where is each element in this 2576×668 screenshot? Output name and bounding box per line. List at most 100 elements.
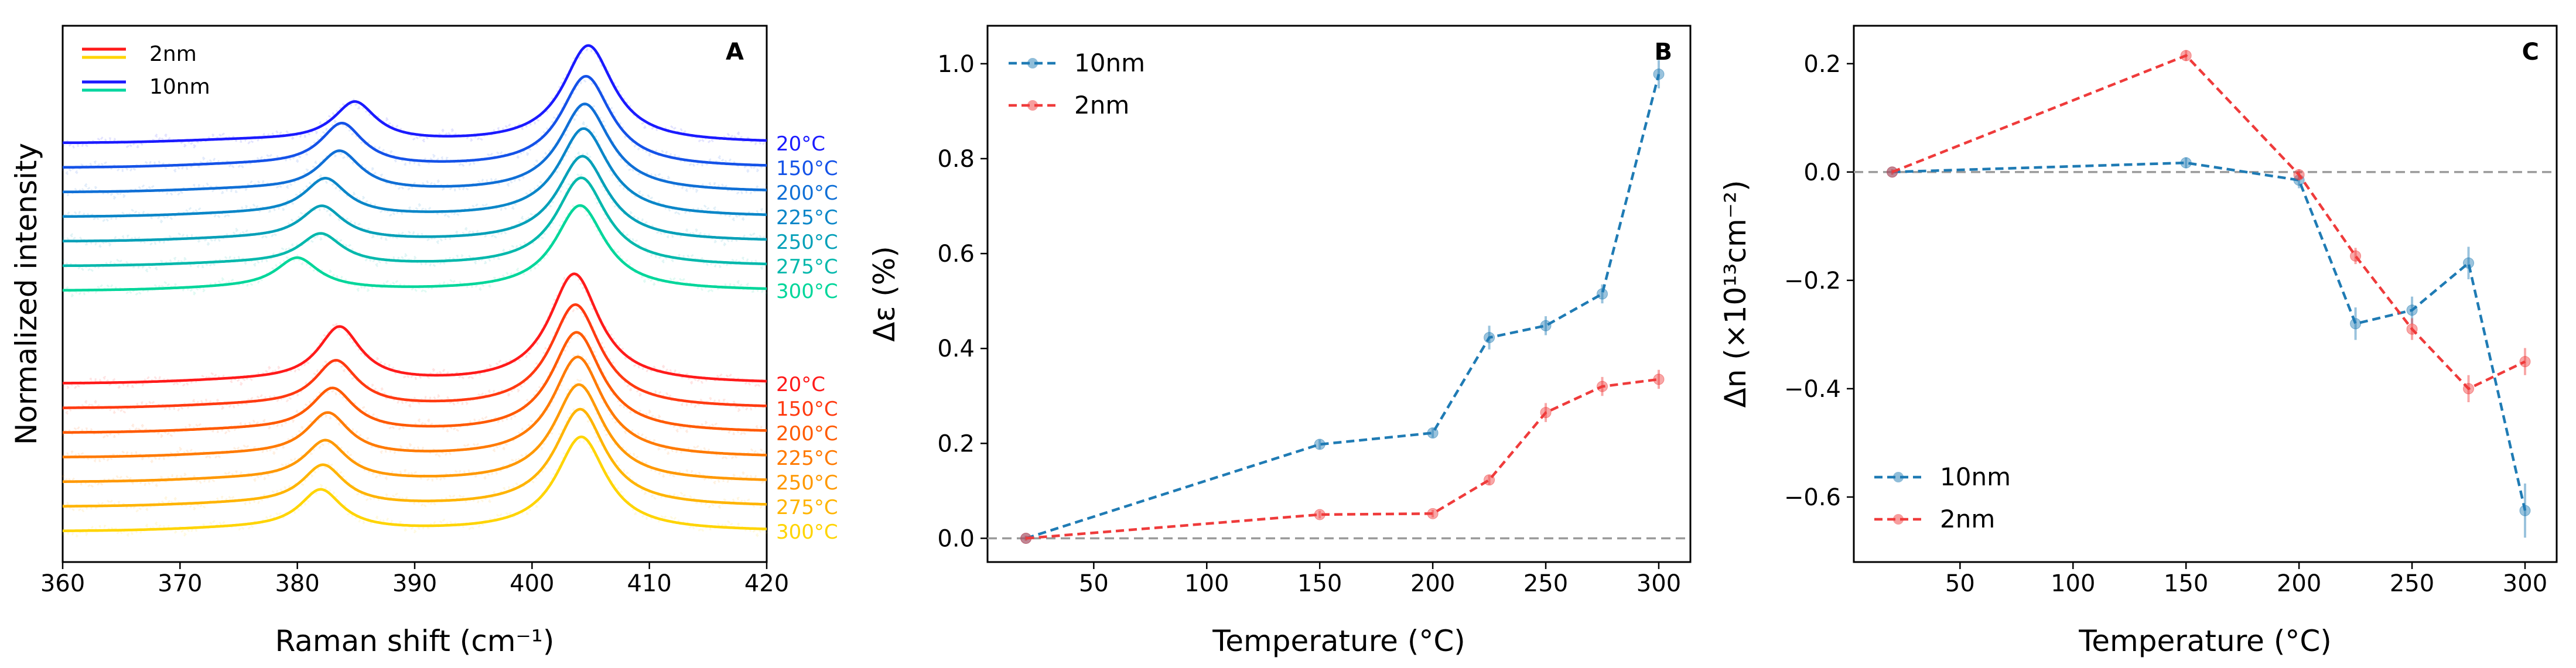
panel-b-xtick-label: 150 bbox=[1297, 570, 1342, 597]
panel-b-legend-label: 2nm bbox=[1074, 91, 1129, 119]
panel-b-data-point bbox=[1484, 474, 1495, 486]
panel-a-spectrum-line bbox=[63, 176, 767, 268]
panel-c-data-point bbox=[2406, 323, 2418, 335]
panel-a-curve-label: 275°C bbox=[776, 255, 838, 279]
panel-b-ytick-label: 0.8 bbox=[937, 146, 975, 173]
panel-c-xtick-label: 300 bbox=[2503, 570, 2547, 597]
panel-b-legend-label: 10nm bbox=[1074, 49, 1145, 77]
panel-a-xtick-label: 410 bbox=[627, 570, 671, 597]
panel-a-curve-label: 300°C bbox=[776, 280, 838, 303]
panel-a-xtick-label: 360 bbox=[40, 570, 85, 597]
panel-b-data-point bbox=[1597, 288, 1608, 300]
panel-a-xtick-label: 390 bbox=[392, 570, 437, 597]
panel-a-curve-label: 300°C bbox=[776, 520, 838, 544]
panel-b-data-point bbox=[1540, 320, 1552, 331]
panel-b-letter: B bbox=[1655, 39, 1673, 66]
panel-b-ylabel: Δε (%) bbox=[867, 246, 901, 342]
panel-b-series-line bbox=[1026, 378, 1659, 540]
panel-c-series-line bbox=[1892, 161, 2527, 511]
panel-b-xlabel: Temperature (°C) bbox=[1212, 624, 1465, 658]
panel-c-letter: C bbox=[2522, 39, 2539, 66]
panel-c-ytick-label: 0.0 bbox=[1803, 159, 1841, 186]
panel-a-axes-frame bbox=[62, 25, 768, 563]
panel-a-spectrum-line bbox=[63, 303, 767, 409]
panel-b-data-point bbox=[1314, 439, 1325, 450]
panel-a-spectrum-line bbox=[63, 74, 767, 169]
panel-a-spectrum-line bbox=[63, 127, 767, 218]
panel-b-xtick-label: 200 bbox=[1410, 570, 1455, 597]
panel-a-xtick-label: 400 bbox=[510, 570, 554, 597]
panel-c-ytick-label: −0.2 bbox=[1784, 268, 1841, 294]
panel-a-letter: A bbox=[726, 39, 744, 66]
panel-c-legend-label: 2nm bbox=[1940, 505, 1995, 533]
panel-a-curve-label: 20°C bbox=[776, 132, 825, 156]
panel-c-data-point bbox=[1887, 166, 1898, 178]
panel-c-data-point bbox=[2293, 169, 2305, 180]
panel-c-ylabel: Δn (×10¹³cm⁻²) bbox=[1719, 180, 1752, 407]
panel-c-data-point bbox=[2350, 318, 2362, 330]
panel-b-legend-marker bbox=[1027, 58, 1038, 68]
panel-c-xtick-label: 100 bbox=[2051, 570, 2095, 597]
panel-c-legend-marker bbox=[1893, 514, 1904, 525]
panel-c-ytick-label: −0.4 bbox=[1784, 376, 1841, 403]
panel-a-spectrum-line bbox=[63, 44, 767, 145]
panel-b-axes-frame bbox=[986, 25, 1692, 563]
panel-a-spectrum-line bbox=[63, 383, 767, 483]
panel-b-series-line bbox=[1025, 74, 1661, 540]
panel-b-ytick-label: 0.0 bbox=[937, 525, 975, 552]
panel-a-raw-data bbox=[62, 73, 767, 176]
panel-b-legend-marker bbox=[1027, 100, 1038, 111]
panel-b-xtick-label: 250 bbox=[1523, 570, 1568, 597]
panel-a-curve-label: 20°C bbox=[776, 373, 825, 396]
panel-b-data-point bbox=[1427, 508, 1439, 519]
panel-a-raw-data bbox=[61, 331, 767, 441]
panel-c-xtick-label: 200 bbox=[2277, 570, 2321, 597]
panel-b-data-point bbox=[1314, 509, 1325, 520]
panel-a-xtick-label: 380 bbox=[275, 570, 319, 597]
panel-a-spectrum-line bbox=[63, 102, 767, 194]
panel-c: 50 100 150 200 250 300 0.2 0.0 −0.2 −0.4 −0.6 Tempe… bbox=[1719, 25, 2558, 658]
panel-a: 360 370 380 390 400 410 420 Raman shift (cm⁻¹) N… bbox=[9, 25, 838, 658]
panel-a-curve-label: 250°C bbox=[776, 471, 838, 495]
panel-c-series-line bbox=[1891, 54, 2526, 390]
panel-a-curve-label: 150°C bbox=[776, 398, 838, 421]
panel-b-data-point bbox=[1653, 374, 1665, 385]
panel-a-spectrum-line bbox=[63, 355, 767, 458]
panel-b-data-point bbox=[1427, 427, 1439, 439]
panel-b-xtick-label: 100 bbox=[1184, 570, 1229, 597]
panel-a-curve-label: 200°C bbox=[776, 422, 838, 446]
panel-c-data-point bbox=[2350, 250, 2362, 262]
panel-a-ylabel: Normalized intensity bbox=[9, 143, 43, 445]
panel-a-raw-data bbox=[62, 407, 767, 514]
panel-b-xtick-label: 50 bbox=[1079, 570, 1109, 597]
panel-c-legend-marker bbox=[1893, 472, 1904, 482]
panel-b-data-point bbox=[1653, 68, 1665, 80]
panel-a-xtick-label: 370 bbox=[158, 570, 202, 597]
panel-b-ytick-label: 0.6 bbox=[937, 241, 975, 268]
panel-c-data-point bbox=[2463, 257, 2475, 269]
panel-b-data-point bbox=[1020, 532, 1032, 544]
panel-b: 50 100 150 200 250 300 0.0 0.2 0.4 0.6 0.8 1.0 Tempe… bbox=[867, 25, 1692, 658]
panel-a-curve-label: 150°C bbox=[776, 157, 838, 180]
panel-c-xtick-label: 150 bbox=[2164, 570, 2208, 597]
panel-c-data-point bbox=[2180, 50, 2192, 61]
panel-b-data-point bbox=[1484, 332, 1495, 344]
panel-a-legend-label: 10nm bbox=[149, 75, 210, 99]
panel-a-xlabel: Raman shift (cm⁻¹) bbox=[275, 624, 555, 658]
panel-c-ytick-label: −0.6 bbox=[1784, 484, 1841, 511]
panel-b-data-point bbox=[1597, 381, 1608, 392]
panel-b-xtick-label: 300 bbox=[1637, 570, 1681, 597]
panel-b-ytick-label: 1.0 bbox=[937, 51, 975, 78]
panel-c-xtick-label: 250 bbox=[2390, 570, 2434, 597]
panel-a-curve-label: 225°C bbox=[776, 447, 838, 470]
panel-a-raw-data bbox=[62, 170, 768, 275]
panel-a-curve-label: 250°C bbox=[776, 231, 838, 254]
panel-a-xtick-label: 420 bbox=[744, 570, 789, 597]
panel-c-data-point bbox=[2463, 383, 2475, 395]
panel-a-legend-label: 2nm bbox=[149, 42, 197, 66]
panel-a-curve-label: 275°C bbox=[776, 496, 838, 519]
panel-c-xlabel: Temperature (°C) bbox=[2078, 624, 2332, 658]
panel-b-data-point bbox=[1540, 407, 1552, 419]
panel-a-raw-data bbox=[62, 353, 768, 464]
